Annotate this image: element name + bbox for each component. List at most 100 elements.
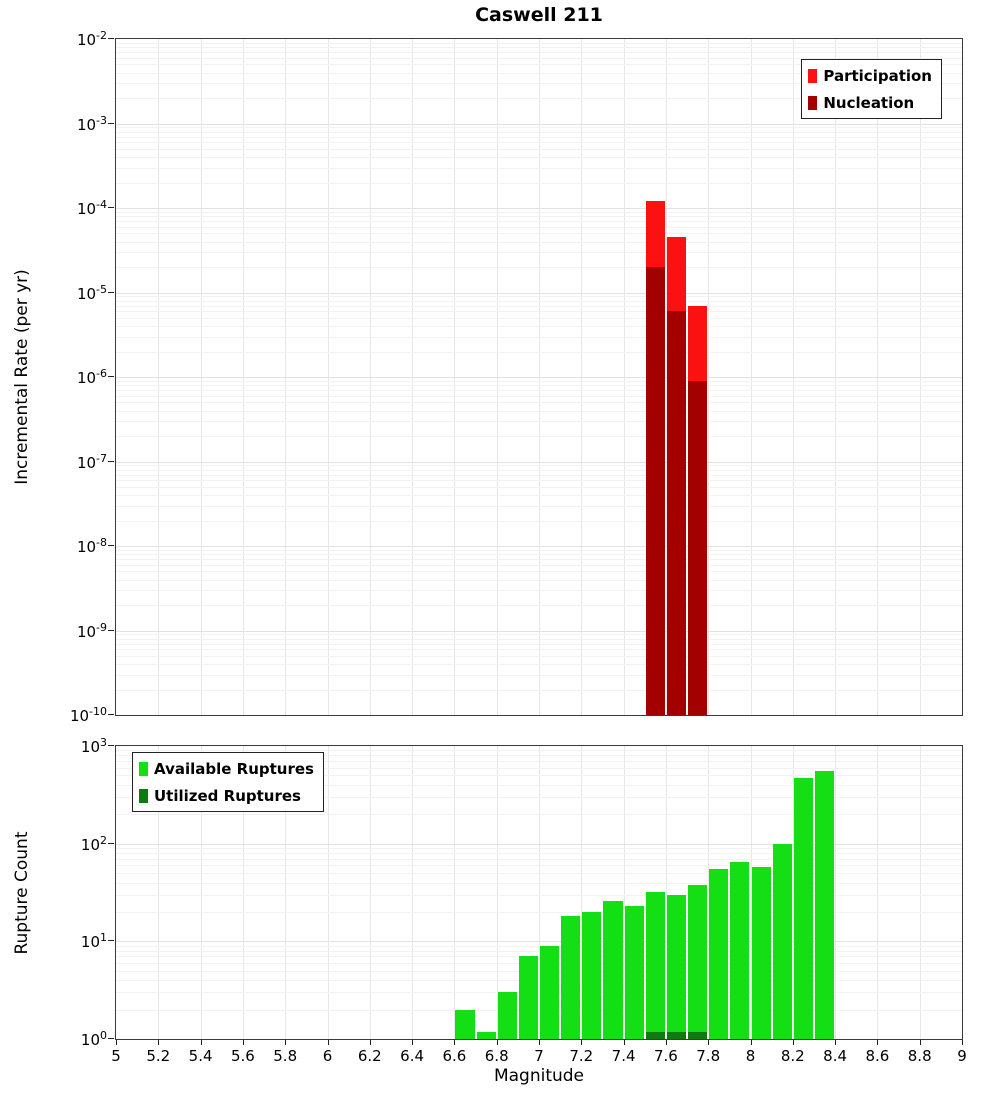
y-minor-gridline: [116, 216, 962, 218]
x-tick-label: 6.4: [400, 1047, 425, 1065]
x-gridline: [877, 746, 879, 1039]
y-minor-gridline: [116, 127, 962, 129]
y-minor-gridline: [116, 131, 962, 133]
x-tick-label: 5.8: [273, 1047, 298, 1065]
y-minor-gridline: [116, 520, 962, 522]
x-tick-mark: [962, 1040, 963, 1045]
y-minor-gridline: [116, 136, 962, 138]
legend-swatch-utilized-ruptures: [139, 788, 148, 803]
y-minor-gridline: [116, 559, 962, 561]
legend-label: Available Ruptures: [154, 759, 314, 778]
y-minor-gridline: [116, 505, 962, 507]
x-tick-mark: [454, 1040, 456, 1045]
y-tick-label: 10-9: [76, 620, 107, 641]
bar-available-ruptures: [793, 778, 813, 1039]
x-gridline: [665, 746, 667, 1039]
y-minor-gridline: [116, 390, 962, 392]
y-minor-gridline: [116, 564, 962, 566]
legend-swatch-nucleation: [808, 95, 818, 110]
bar-utilized-ruptures: [688, 1032, 708, 1039]
x-tick-mark: [116, 1040, 117, 1045]
y-gridline: [116, 292, 962, 294]
legend-swatch-participation: [808, 68, 818, 83]
x-gridline: [708, 746, 710, 1039]
y-minor-gridline: [116, 945, 962, 947]
y-tick-mark: [108, 629, 114, 631]
y-gridline: [116, 843, 962, 845]
bar-available-ruptures: [476, 1032, 496, 1039]
x-tick-label: 8.6: [865, 1047, 890, 1065]
y-gridline: [116, 208, 962, 209]
x-tick-label: 8.2: [780, 1047, 805, 1065]
y-minor-gridline: [116, 638, 962, 640]
y-tick-mark: [108, 745, 114, 746]
y-minor-gridline: [116, 142, 962, 144]
x-tick-label: 7.4: [611, 1047, 636, 1065]
y-minor-gridline: [116, 233, 962, 235]
bar-available-ruptures: [518, 956, 538, 1039]
y-tick-label: 10-6: [76, 367, 107, 387]
y-minor-gridline: [116, 311, 962, 313]
x-tick-mark: [200, 1040, 202, 1045]
x-gridline: [835, 746, 837, 1039]
bar-nucleation: [688, 380, 708, 715]
y-gridline: [116, 461, 962, 463]
bar-available-ruptures: [814, 770, 835, 1039]
y-tick-mark: [108, 291, 114, 293]
x-gridline: [285, 746, 287, 1039]
y-minor-gridline: [116, 52, 962, 54]
y-minor-gridline: [116, 634, 962, 636]
y-tick-mark: [108, 940, 114, 942]
x-tick-label: 9: [957, 1047, 967, 1065]
y-minor-gridline: [116, 336, 962, 338]
y-minor-gridline: [116, 848, 962, 850]
x-tick-label: 8.8: [907, 1047, 932, 1065]
x-tick-mark: [327, 1040, 329, 1045]
x-tick-mark: [285, 1040, 287, 1045]
y-minor-gridline: [116, 784, 962, 786]
x-tick-label: 7.6: [653, 1047, 678, 1065]
bar-available-ruptures: [455, 1009, 475, 1039]
y-minor-gridline: [116, 305, 962, 307]
y-minor-gridline: [116, 865, 962, 867]
y-minor-gridline: [116, 643, 962, 645]
bar-utilized-ruptures: [666, 1032, 687, 1039]
x-axis-label: Magnitude: [493, 1066, 585, 1086]
rate-plot-area: Participation Nucleation: [115, 38, 963, 716]
y-minor-gridline: [116, 252, 962, 254]
y-tick-mark: [108, 38, 114, 39]
y-minor-gridline: [116, 911, 962, 913]
y-minor-gridline: [116, 64, 962, 66]
y-minor-gridline: [116, 992, 962, 994]
x-tick-label: 5: [111, 1047, 121, 1065]
y-minor-gridline: [116, 47, 962, 49]
y-minor-gridline: [116, 649, 962, 651]
y-tick-label: 10-7: [76, 451, 107, 472]
bar-nucleation: [666, 311, 687, 715]
y-minor-gridline: [116, 98, 962, 100]
y-minor-gridline: [116, 72, 962, 74]
y-tick-mark: [108, 122, 114, 124]
bar-available-ruptures: [730, 861, 750, 1039]
y-axis-label-rate: Incremental Rate (per yr): [12, 269, 32, 485]
x-tick-mark: [369, 1040, 371, 1045]
y-gridline: [116, 546, 962, 547]
y-minor-gridline: [116, 549, 962, 551]
y-tick-label: 10-5: [76, 282, 107, 303]
y-minor-gridline: [116, 57, 962, 59]
x-tick-label: 6.2: [357, 1047, 382, 1065]
x-gridline: [158, 746, 160, 1039]
y-minor-gridline: [116, 486, 962, 488]
y-minor-gridline: [116, 797, 962, 799]
y-minor-gridline: [116, 317, 962, 319]
y-minor-gridline: [116, 970, 962, 972]
y-gridline: [116, 941, 962, 943]
y-minor-gridline: [116, 554, 962, 556]
y-minor-gridline: [116, 963, 962, 964]
y-minor-gridline: [116, 83, 962, 85]
y-gridline: [116, 630, 962, 632]
x-gridline: [750, 746, 752, 1039]
x-tick-label: 6: [322, 1047, 333, 1065]
y-minor-gridline: [116, 241, 962, 243]
